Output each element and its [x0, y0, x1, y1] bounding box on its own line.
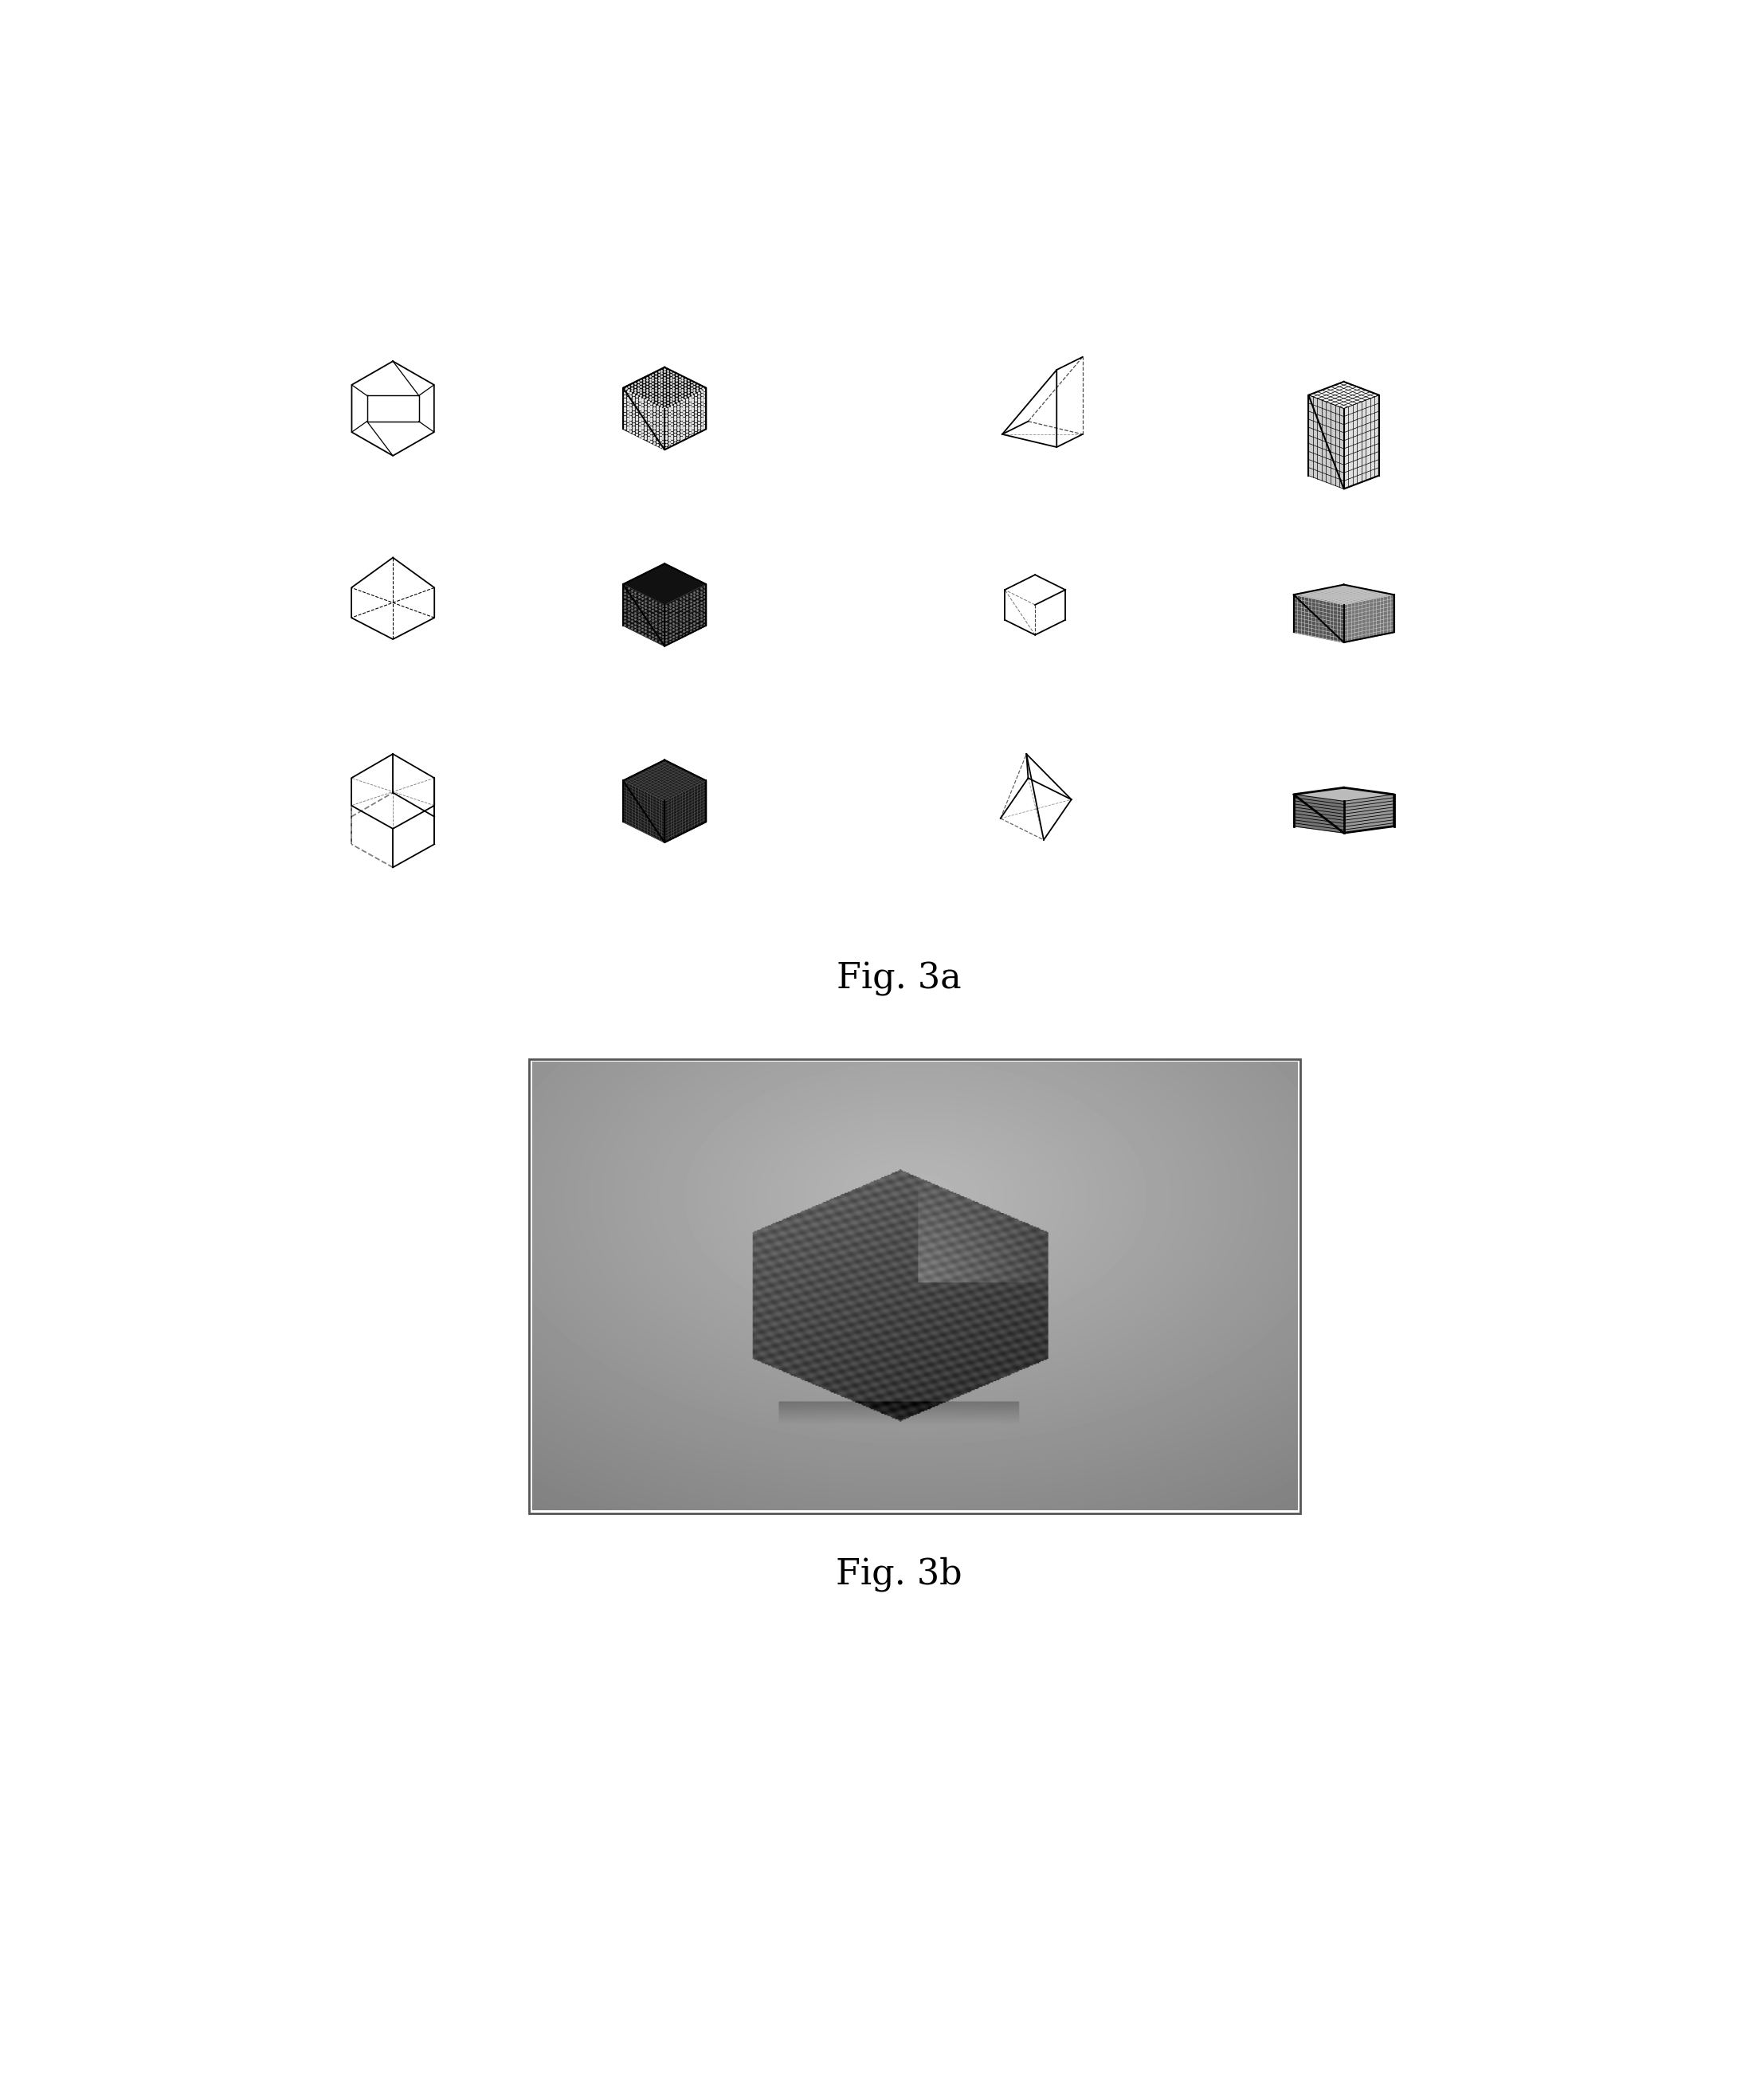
Polygon shape: [1308, 395, 1345, 489]
Polygon shape: [1345, 594, 1394, 643]
Polygon shape: [1294, 788, 1394, 802]
Polygon shape: [1294, 584, 1394, 605]
Polygon shape: [623, 563, 706, 605]
Polygon shape: [1308, 382, 1380, 410]
Polygon shape: [623, 367, 706, 410]
Polygon shape: [623, 388, 665, 449]
Polygon shape: [623, 760, 706, 802]
Polygon shape: [1294, 794, 1345, 834]
Polygon shape: [1294, 594, 1345, 643]
Polygon shape: [1345, 395, 1380, 489]
Polygon shape: [623, 781, 665, 842]
Polygon shape: [665, 584, 706, 647]
Polygon shape: [623, 584, 665, 647]
Text: Fig. 3b: Fig. 3b: [836, 1556, 963, 1592]
Text: Fig. 3a: Fig. 3a: [836, 962, 961, 995]
Polygon shape: [665, 781, 706, 842]
Polygon shape: [1345, 794, 1394, 834]
Polygon shape: [665, 388, 706, 449]
